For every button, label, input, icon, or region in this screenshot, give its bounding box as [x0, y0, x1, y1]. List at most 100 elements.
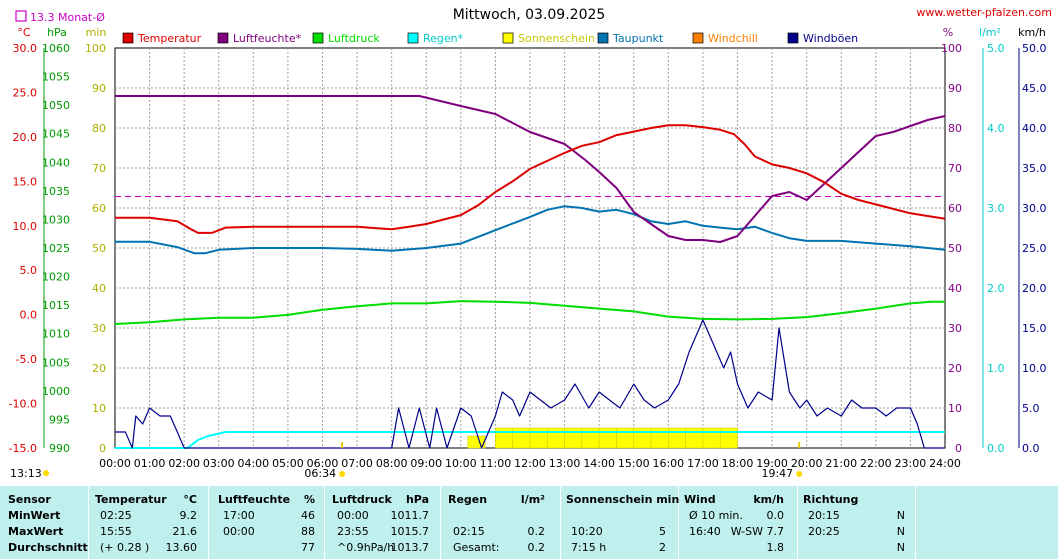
pressure-tick-label: 1035	[42, 185, 70, 198]
x-tick-label: 21:00	[825, 457, 857, 470]
legend-swatch	[312, 32, 324, 44]
series-line-temperatur	[115, 124, 946, 234]
x-tick-label: 00:00	[99, 457, 131, 470]
rain-tick-label: 1.0	[987, 362, 1005, 375]
minutes-tick-label: 30	[92, 322, 106, 335]
pressure-tick-label: 1045	[42, 128, 70, 141]
day-length: 13:13	[10, 467, 42, 480]
x-tick-label: 22:00	[860, 457, 892, 470]
wind-tick-label: 5.0	[1022, 402, 1040, 415]
legend-label: Regen*	[423, 32, 464, 45]
minutes-tick-label: 20	[92, 362, 106, 375]
temp-tick-label: 10.0	[13, 220, 38, 233]
series-line-taupunkt	[115, 205, 946, 255]
humidity-tick-label: 50	[948, 242, 962, 255]
wind-tick-label: 30.0	[1022, 202, 1047, 215]
table-column-separator	[440, 486, 441, 559]
cell-value: N	[896, 525, 905, 538]
pressure-tick-label: 1010	[42, 328, 70, 341]
legend-label: Windböen	[803, 32, 858, 45]
humidity-tick-label: 70	[948, 162, 962, 175]
pressure-tick-label: 1050	[42, 99, 70, 112]
humidity-unit-label: %	[943, 26, 953, 39]
x-tick-label: 18:00	[722, 457, 754, 470]
legend-swatch	[217, 32, 229, 44]
wind-tick-label: 0.0	[1022, 442, 1040, 455]
legend-swatch	[692, 32, 704, 44]
series-line-luftdruck	[114, 300, 945, 325]
sun-icon	[796, 471, 803, 477]
humidity-tick-label: 100	[941, 42, 962, 55]
temp-tick-label: -10.0	[9, 398, 37, 411]
rain-tick-label: 2.0	[987, 282, 1005, 295]
humidity-tick-label: 60	[948, 202, 962, 215]
x-tick-label: 19:00	[756, 457, 788, 470]
table-column-separator	[678, 486, 679, 559]
cell-value: 1013.7	[390, 541, 430, 554]
cell-value: 88	[301, 525, 315, 538]
wind-tick-label: 35.0	[1022, 162, 1047, 175]
pressure-tick-label: 1040	[42, 156, 70, 169]
x-tick-label: 05:00	[272, 457, 304, 470]
column-unit: %	[303, 493, 315, 506]
x-tick-label: 03:00	[203, 457, 235, 470]
cell-value: N	[896, 509, 905, 522]
table-column-separator	[88, 486, 89, 559]
minutes-tick-label: 10	[92, 402, 106, 415]
cell-time: 00:00	[223, 525, 255, 538]
column-header: Regen	[448, 493, 488, 506]
cell-value: 1015.7	[390, 525, 430, 538]
column-header: Luftdruck	[332, 493, 392, 506]
minutes-tick-label: 90	[92, 82, 106, 95]
humidity-tick-label: 40	[948, 282, 962, 295]
sunset-time: 19:47	[761, 467, 793, 480]
cell-value: 9.2	[179, 509, 198, 522]
cell-time: (+ 0.28 )	[100, 541, 150, 554]
x-tick-label: 04:00	[237, 457, 269, 470]
pressure-tick-label: 1015	[42, 299, 70, 312]
pressure-tick-label: 995	[49, 413, 70, 426]
site-link: www.wetter-pfalzen.com	[916, 6, 1052, 19]
cell-time: 23:55	[337, 525, 369, 538]
minutes-tick-label: 80	[92, 122, 106, 135]
sun-icon	[339, 471, 346, 477]
x-tick-label: 15:00	[618, 457, 650, 470]
temp-tick-label: 30.0	[13, 42, 38, 55]
wind-tick-label: 10.0	[1022, 362, 1047, 375]
cell-value: W-SW 7.7	[730, 525, 784, 538]
cell-time: 02:25	[100, 509, 132, 522]
x-tick-label: 07:00	[341, 457, 373, 470]
minutes-tick-label: 70	[92, 162, 106, 175]
x-tick-label: 09:00	[410, 457, 442, 470]
row-label: Durchschnitt	[8, 541, 88, 554]
cell-time: 00:00	[337, 509, 369, 522]
pressure-tick-label: 990	[49, 442, 70, 455]
x-tick-label: 23:00	[895, 457, 927, 470]
x-tick-label: 17:00	[687, 457, 719, 470]
day-length-sun-icon	[43, 470, 49, 476]
chart-title: Mittwoch, 03.09.2025	[453, 7, 606, 23]
temp-tick-label: 20.0	[13, 131, 38, 144]
x-tick-label: 20:00	[791, 457, 823, 470]
minutes-tick-label: 0	[99, 442, 106, 455]
cell-time: 7:15 h	[571, 541, 607, 554]
table-column-separator	[208, 486, 209, 559]
column-header: Richtung	[803, 493, 859, 506]
cell-value: 1011.7	[390, 509, 430, 522]
cell-value: N	[896, 541, 905, 554]
column-unit: km/h	[753, 493, 784, 506]
cell-value: 2	[659, 541, 666, 554]
temp-tick-label: 5.0	[20, 264, 38, 277]
monthly-average-icon	[15, 10, 27, 22]
pressure-tick-label: 1025	[42, 242, 70, 255]
table-column-separator	[560, 486, 561, 559]
rain-tick-label: 5.0	[987, 42, 1005, 55]
cell-time: 15:55	[100, 525, 132, 538]
cell-time: 16:40	[689, 525, 721, 538]
humidity-tick-label: 90	[948, 82, 962, 95]
wind-tick-label: 25.0	[1022, 242, 1047, 255]
legend-swatch	[787, 32, 799, 44]
pressure-tick-label: 1020	[42, 271, 70, 284]
cell-time: 10:20	[571, 525, 603, 538]
stats-table: Sensor Temperatur °C Luftfeuchte% Luftdruck h…	[0, 486, 1058, 559]
